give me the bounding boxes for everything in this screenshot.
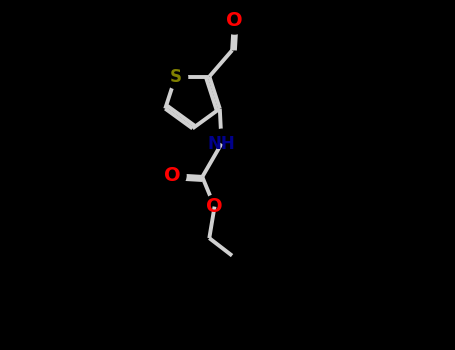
- Text: S: S: [170, 68, 182, 85]
- Text: O: O: [206, 197, 223, 216]
- Text: NH: NH: [207, 135, 235, 153]
- Text: O: O: [164, 166, 181, 184]
- Text: O: O: [226, 11, 242, 30]
